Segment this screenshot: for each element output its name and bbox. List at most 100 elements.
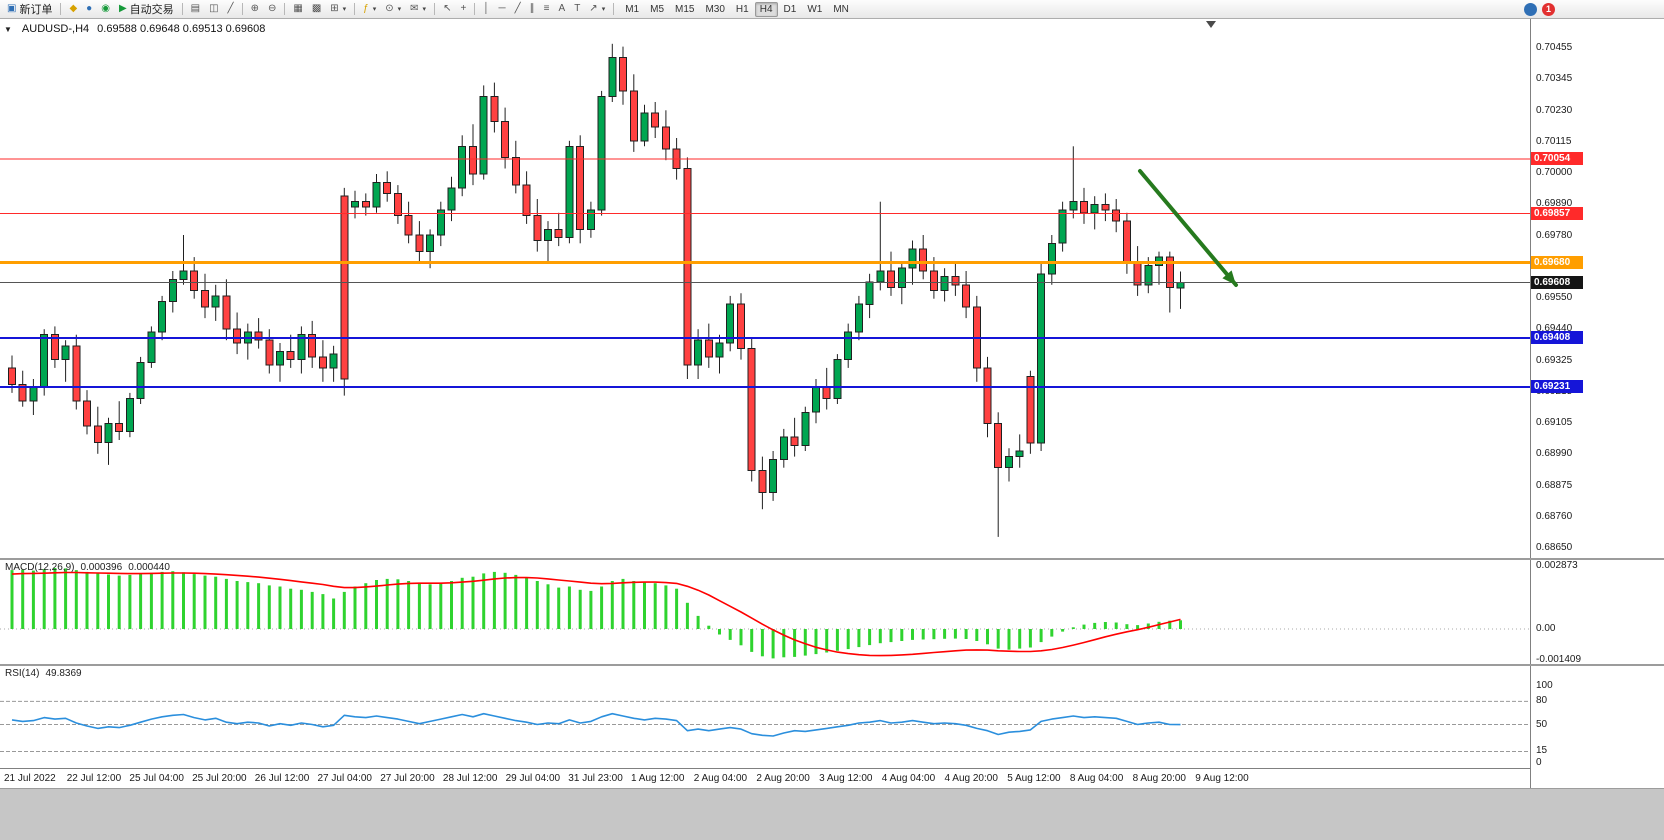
vertical-line-icon: │ [483,3,490,14]
price-line-label: 0.69231 [1531,380,1583,394]
price-line-label: 0.70054 [1531,152,1583,166]
price-axis-label: 0.69325 [1536,354,1573,366]
notification-badge[interactable]: 1 [1542,2,1555,16]
window-bottom-area [0,788,1664,840]
trendline-button[interactable]: ╱ [511,1,525,17]
time-axis-label: 1 Aug 12:00 [631,773,685,784]
timeframe-button-h1[interactable]: H1 [731,2,754,17]
chart-ohlc-values: 0.69588 0.69648 0.69513 0.69608 [97,23,266,35]
time-axis-label: 4 Aug 04:00 [881,773,936,784]
candlestick-chart-button[interactable]: ◫ [205,1,222,17]
toolbar-separator [181,3,183,15]
time-axis-label: 22 Jul 12:00 [66,773,122,784]
price-chart-canvas[interactable] [0,19,1530,558]
channel-button[interactable]: ∥ [526,1,539,17]
chart-window: ▼ AUDUSD-,H4 0.69588 0.69648 0.69513 0.6… [0,19,1664,840]
tile-windows-button[interactable]: ▦ [289,1,306,17]
rsi-axis-label: 0 [1536,757,1542,768]
time-axis-label: 25 Jul 20:00 [192,773,247,784]
line-chart-button[interactable]: ╱ [224,1,238,17]
community-icon: ◉ [101,3,110,14]
price-axis-label: 0.70455 [1536,42,1573,53]
timeframe-button-m15[interactable]: M15 [670,2,699,17]
price-axis-label: 0.69105 [1536,417,1573,428]
crosshair-button[interactable]: + [456,1,470,17]
zoom-out-button[interactable]: ⊖ [264,1,280,17]
panel-splitter[interactable] [0,664,1664,666]
text-tool-button[interactable]: A [555,1,570,17]
macd-axis-label: -0.001409 [1536,653,1582,665]
toolbar-separator [60,3,62,15]
sound-button[interactable]: ◆ [65,1,81,17]
chart-shift-marker[interactable] [1206,21,1216,28]
toolbar-right: 1 [1524,2,1555,16]
time-axis-label: 21 Jul 2022 [4,773,56,784]
bid-price-label: 0.69608 [1531,275,1583,289]
price-line-label: 0.69857 [1531,206,1583,220]
panel-splitter[interactable] [0,558,1664,560]
macd-canvas[interactable] [0,560,1530,664]
timeframe-button-m30[interactable]: M30 [700,2,729,17]
cursor-icon: ↖ [443,3,452,14]
rsi-canvas[interactable] [0,666,1530,768]
trendline-icon: ╱ [514,3,521,14]
community-badge[interactable] [1524,2,1537,16]
autotrading-button[interactable]: ▶ 自动交易 [115,1,178,17]
timeframe-button-m5[interactable]: M5 [645,2,669,17]
time-axis[interactable]: 21 Jul 2022 22 Jul 12:00 25 Jul 04:00 25 Ju… [0,768,1530,789]
toolbar-separator [474,3,476,15]
arrows-tool-button[interactable]: ↗ ▾ [585,1,609,17]
profile-icon: ● [86,3,93,14]
period-button[interactable]: ⊙ ▾ [381,1,405,17]
time-axis-label: 26 Jul 12:00 [254,773,310,784]
chevron-down-icon: ▾ [422,6,427,13]
rsi-axis-label: 15 [1536,745,1548,757]
toolbar: ▣ 新订单 ◆ ● ◉ ▶ 自动交易 ▤ ◫ ╱ ⊕ ⊖ ▦ ▩ ⊞ ▾ ƒ ▾… [0,0,1664,19]
timeframe-button-w1[interactable]: W1 [802,2,827,17]
timeframe-button-d1[interactable]: D1 [779,2,802,17]
time-axis-label: 27 Jul 20:00 [380,773,435,784]
toolbar-separator [354,3,356,15]
rsi-axis-label: 100 [1536,680,1553,691]
toolbar-separator [434,3,436,15]
horizontal-line-button[interactable]: ─ [495,1,510,17]
chart-symbol-title: AUDUSD-,H4 [21,23,90,35]
time-axis-label: 4 Aug 20:00 [944,773,998,784]
indicators-icon: ƒ [363,3,369,14]
community-button[interactable]: ◉ [97,1,114,17]
new-order-icon: ▣ [7,3,17,14]
time-axis-label: 8 Aug 04:00 [1069,773,1124,784]
time-axis-label: 9 Aug 12:00 [1195,773,1249,784]
zoom-in-button[interactable]: ⊕ [247,1,263,17]
cascade-windows-button[interactable]: ▩ [308,1,325,17]
autotrading-icon: ▶ [118,3,127,14]
macd-axis-label: 0.002873 [1536,560,1578,572]
timeframe-button-m1[interactable]: M1 [620,2,644,17]
price-line-label: 0.69680 [1531,255,1583,269]
label-tool-button[interactable]: T [570,1,584,17]
one-click-trading-toggle[interactable]: ▼ [4,24,12,34]
templates-button[interactable]: ✉ ▾ [406,1,430,17]
new-chart-button[interactable]: ⊞ ▾ [326,1,350,17]
fibonacci-button[interactable]: ≡ [540,1,554,17]
timeframe-button-h4[interactable]: H4 [754,1,778,17]
new-order-button[interactable]: ▣ 新订单 [3,1,56,17]
timeframe-button-mn[interactable]: MN [828,2,854,17]
line-chart-icon: ╱ [227,3,234,14]
price-axis-label: 0.68875 [1536,479,1573,491]
sound-icon: ◆ [69,3,78,14]
vertical-line-button[interactable]: │ [479,1,493,17]
profile-button[interactable]: ● [82,1,96,17]
price-axis-label: 0.69550 [1536,292,1573,303]
macd-panel: MACD(12,26,9) 0.000396 0.000440 [0,560,1530,664]
price-scale[interactable]: 0.70455 0.70345 0.70230 0.70115 0.70000 0.698… [1530,19,1664,788]
rsi-axis-label: 80 [1536,695,1548,707]
bar-chart-button[interactable]: ▤ [187,1,204,17]
rsi-value: 49.8369 [45,668,82,679]
fibonacci-icon: ≡ [543,3,550,14]
cursor-button[interactable]: ↖ [439,1,455,17]
price-axis-label: 0.68650 [1536,542,1573,553]
time-axis-label: 29 Jul 04:00 [505,773,561,784]
time-axis-label: 25 Jul 04:00 [129,773,184,784]
indicators-button[interactable]: ƒ ▾ [359,1,380,17]
